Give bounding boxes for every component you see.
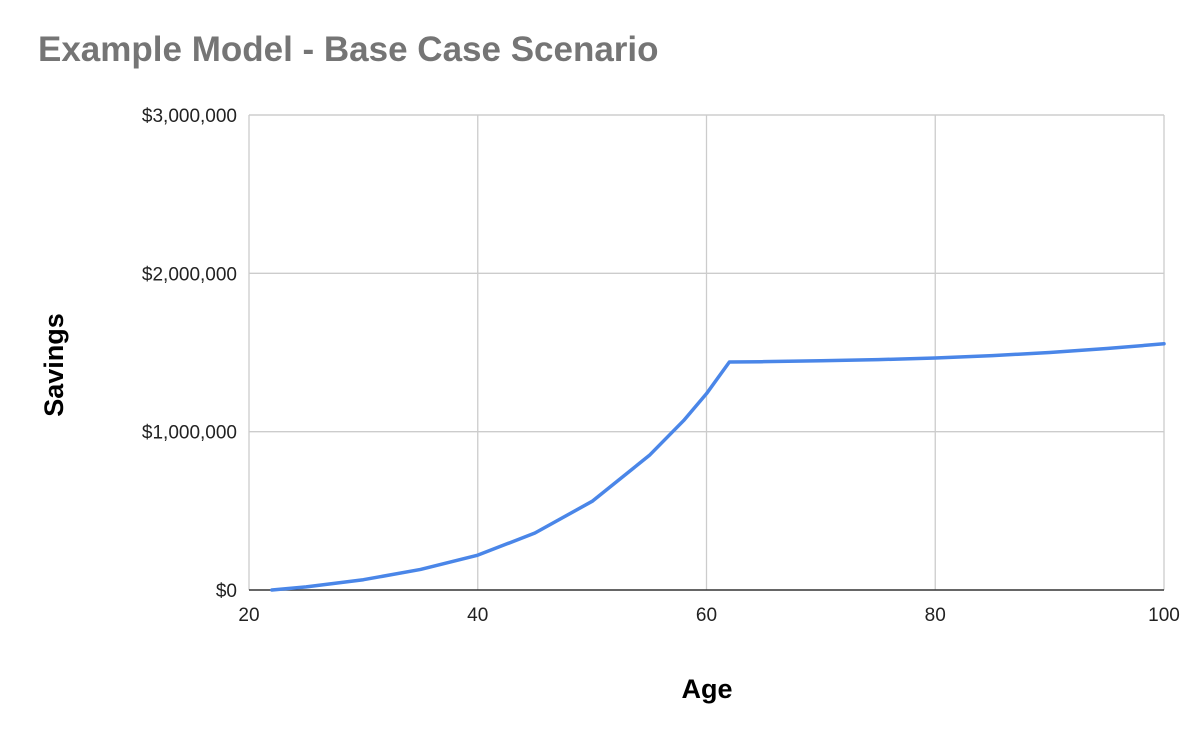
- series-line: [270, 342, 1166, 592]
- tick-labels: 20 40 60 80 100 $0 $1,000,000 $2,000,000 $3,000,…: [142, 106, 1180, 626]
- gridlines: [248, 114, 1165, 590]
- x-tick-label: 100: [1148, 605, 1180, 626]
- x-tick-label: 60: [696, 605, 717, 626]
- chart-title: Example Model - Base Case Scenario: [38, 30, 659, 69]
- x-tick-label: 80: [925, 605, 946, 626]
- y-tick-label: $2,000,000: [142, 264, 237, 285]
- y-tick-label: $3,000,000: [142, 106, 237, 127]
- x-tick-label: 40: [467, 605, 488, 626]
- series-lines: [270, 342, 1166, 592]
- x-tick-label: 20: [238, 605, 259, 626]
- y-tick-label: $1,000,000: [142, 423, 237, 444]
- y-axis-title: Savings: [39, 313, 69, 417]
- y-tick-label: $0: [216, 581, 237, 602]
- x-axis-title: Age: [681, 674, 732, 704]
